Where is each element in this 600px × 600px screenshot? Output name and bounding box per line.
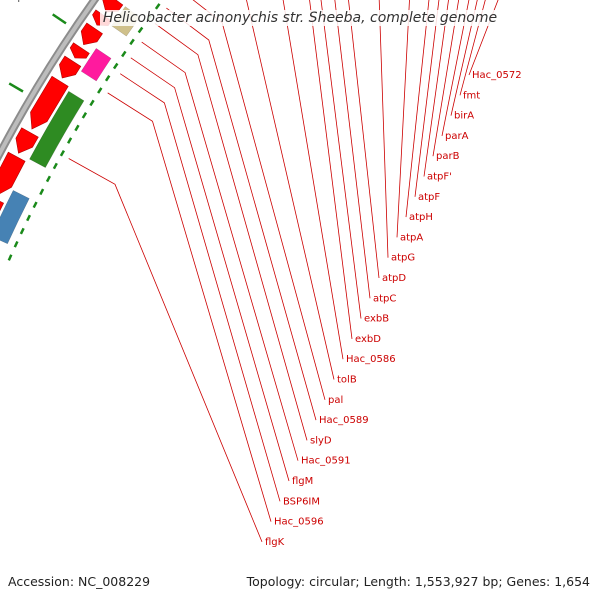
cog-block bbox=[29, 90, 85, 168]
gene-label: pal bbox=[328, 395, 343, 406]
tick-label: 524 kbp bbox=[0, 0, 23, 3]
gene-label: Hac_0591 bbox=[301, 456, 351, 467]
gc-dash bbox=[74, 124, 80, 132]
cog-block bbox=[0, 190, 30, 245]
cds-arrow bbox=[15, 127, 39, 154]
label-leader bbox=[141, 41, 299, 461]
label-leader bbox=[348, 0, 380, 279]
label-leader bbox=[107, 92, 272, 522]
label-leader bbox=[378, 0, 389, 258]
cds-arrow bbox=[0, 151, 26, 194]
gene-label: atpD bbox=[382, 273, 406, 284]
label-leader bbox=[423, 0, 449, 177]
gene-label: birA bbox=[454, 111, 474, 122]
gc-dash bbox=[89, 99, 95, 107]
gc-dash bbox=[45, 175, 52, 183]
cds-arrow bbox=[30, 75, 69, 130]
label-leader bbox=[334, 0, 371, 299]
gc-dash bbox=[121, 50, 127, 58]
tick-mark bbox=[8, 82, 24, 93]
gc-dash bbox=[97, 87, 103, 94]
label-leader bbox=[414, 0, 440, 197]
gc-dash bbox=[39, 188, 45, 196]
gc-content-dashed-track bbox=[7, 3, 161, 261]
gc-dash bbox=[52, 162, 58, 170]
tick-mark bbox=[51, 13, 67, 25]
gene-label: Hac_0572 bbox=[472, 70, 522, 81]
gene-label: flgK bbox=[265, 537, 285, 548]
gc-dash bbox=[129, 38, 135, 46]
gene-label: atpF' bbox=[427, 172, 452, 183]
gc-dash bbox=[67, 137, 73, 144]
gene-label: atpG bbox=[391, 253, 415, 264]
map-title: Helicobacter acinonychis str. Sheeba, co… bbox=[0, 10, 600, 26]
accession-label: Accession: NC_008229 bbox=[8, 574, 151, 589]
gc-dash bbox=[154, 3, 161, 10]
gene-label: atpF bbox=[418, 192, 440, 203]
gene-label: parB bbox=[436, 151, 460, 162]
gene-label: atpC bbox=[373, 293, 396, 304]
label-leader bbox=[154, 23, 308, 441]
gene-label: atpA bbox=[400, 232, 423, 243]
cds-arrow bbox=[59, 55, 82, 79]
gene-label: fmt bbox=[463, 90, 480, 101]
label-leader bbox=[441, 0, 470, 136]
gene-label: BSP6IM bbox=[283, 496, 320, 507]
kbp-tick-marks: 508 kbp510 kbp512 kbp514 kbp516 kbp518 k… bbox=[0, 0, 67, 93]
label-leader bbox=[282, 0, 344, 360]
gene-label: tolB bbox=[337, 375, 357, 386]
gene-label: slyD bbox=[310, 435, 332, 446]
gc-dash bbox=[13, 240, 19, 248]
gene-label: exbD bbox=[355, 334, 381, 345]
label-leader bbox=[320, 0, 362, 319]
label-leader bbox=[309, 0, 353, 339]
cds-arrow bbox=[80, 22, 103, 46]
label-leader bbox=[119, 73, 281, 502]
label-leader bbox=[192, 0, 326, 400]
genome-summary: Topology: circular; Length: 1,553,927 bp… bbox=[246, 574, 590, 589]
gc-dash bbox=[112, 62, 119, 70]
gene-label: Hac_0586 bbox=[346, 354, 396, 365]
label-leader bbox=[166, 7, 317, 421]
gene-label: flgM bbox=[292, 476, 313, 487]
gc-dash bbox=[32, 201, 38, 209]
gc-dash bbox=[7, 254, 13, 261]
cds-arrow bbox=[69, 42, 90, 59]
cog-block bbox=[80, 48, 112, 82]
label-leader bbox=[396, 0, 410, 238]
gene-label: parA bbox=[445, 131, 469, 142]
gene-label: atpH bbox=[409, 212, 433, 223]
gc-dash bbox=[81, 112, 88, 119]
gc-dash bbox=[19, 227, 25, 235]
label-leader bbox=[68, 158, 263, 543]
gc-dash bbox=[26, 214, 32, 222]
label-leader bbox=[405, 0, 430, 218]
cds-arrow bbox=[0, 200, 5, 212]
label-leader bbox=[130, 57, 290, 482]
gc-dash bbox=[137, 26, 144, 34]
label-leader bbox=[246, 0, 335, 380]
gene-label: Hac_0589 bbox=[319, 415, 369, 426]
gene-label: Hac_0596 bbox=[274, 517, 324, 528]
gc-dash bbox=[104, 75, 111, 82]
gc-dash bbox=[59, 149, 65, 157]
gene-label: exbB bbox=[364, 314, 389, 325]
cds-feature-track bbox=[0, 0, 124, 212]
